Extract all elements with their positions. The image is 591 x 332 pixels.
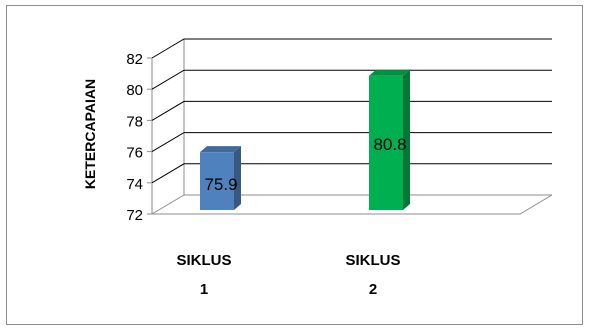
y-tick-label: 80 xyxy=(126,82,143,99)
bar-top xyxy=(200,146,241,153)
floor-edge xyxy=(152,194,553,215)
bar-2 xyxy=(369,69,410,210)
bar-front xyxy=(200,152,234,210)
chart-frame xyxy=(6,5,583,325)
bar-front xyxy=(369,75,403,210)
category-label-1: SIKLUS 1 xyxy=(176,252,231,298)
chart-walls xyxy=(151,39,553,215)
category-line-2: 2 xyxy=(369,281,377,298)
data-labels: 75.9 80.8 xyxy=(204,135,406,194)
gridlines xyxy=(151,38,552,215)
y-axis-ticks: 72 74 76 78 80 82 xyxy=(126,51,152,224)
gridline xyxy=(151,132,552,153)
y-tick-label: 72 xyxy=(126,207,143,224)
category-line-2: 1 xyxy=(200,281,208,298)
y-tick-label: 78 xyxy=(126,113,143,130)
data-label-2: 80.8 xyxy=(373,135,406,154)
category-line-1: SIKLUS xyxy=(176,252,231,269)
gridline xyxy=(151,163,552,184)
gridline xyxy=(151,100,552,121)
bar-side xyxy=(403,69,410,210)
category-label-2: SIKLUS 2 xyxy=(345,252,400,298)
y-tick-label: 82 xyxy=(126,51,143,68)
gridline xyxy=(151,38,552,59)
bar-top xyxy=(369,69,410,76)
category-line-1: SIKLUS xyxy=(345,252,400,269)
gridline xyxy=(151,69,552,90)
bar-1 xyxy=(200,146,241,210)
bars xyxy=(200,69,410,210)
x-axis-categories: SIKLUS 1 SIKLUS 2 xyxy=(176,252,400,298)
bar-side xyxy=(234,146,241,210)
data-label-1: 75.9 xyxy=(204,175,237,194)
y-tick-label: 76 xyxy=(126,145,143,162)
floor-back-edge xyxy=(151,194,552,215)
y-axis-label: KETERCAPAIAN xyxy=(82,79,98,189)
y-tick-label: 74 xyxy=(126,176,143,193)
